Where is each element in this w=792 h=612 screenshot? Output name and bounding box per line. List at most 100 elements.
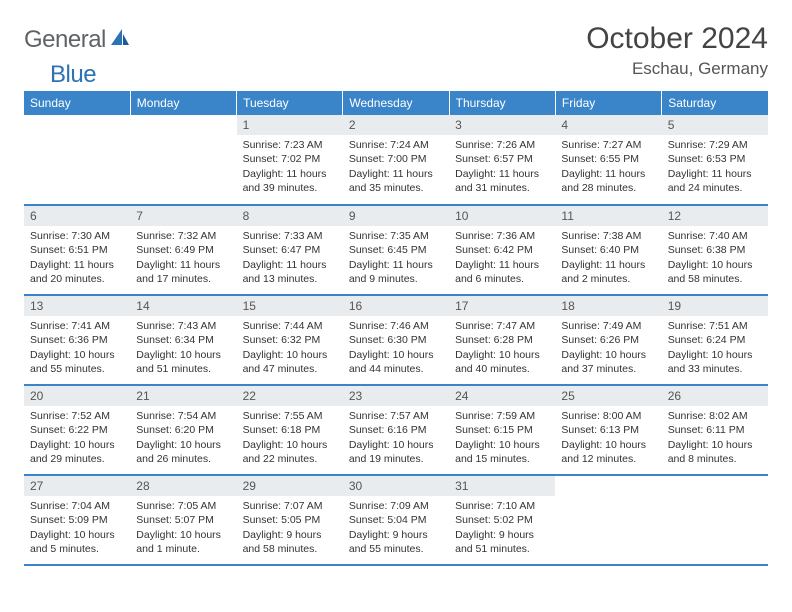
calendar-cell: 22Sunrise: 7:55 AMSunset: 6:18 PMDayligh…	[237, 385, 343, 475]
calendar-cell: 29Sunrise: 7:07 AMSunset: 5:05 PMDayligh…	[237, 475, 343, 565]
sunrise-text: Sunrise: 7:43 AM	[136, 319, 230, 333]
sunrise-text: Sunrise: 7:47 AM	[455, 319, 549, 333]
calendar-cell: 4Sunrise: 7:27 AMSunset: 6:55 PMDaylight…	[555, 115, 661, 205]
daylight-text: Daylight: 11 hours and 24 minutes.	[668, 167, 762, 195]
calendar-table: SundayMondayTuesdayWednesdayThursdayFrid…	[24, 91, 768, 566]
day-number: 23	[343, 386, 449, 406]
title-block: October 2024 Eschau, Germany	[586, 22, 768, 79]
calendar-cell: 24Sunrise: 7:59 AMSunset: 6:15 PMDayligh…	[449, 385, 555, 475]
day-content: Sunrise: 8:02 AMSunset: 6:11 PMDaylight:…	[662, 406, 768, 470]
sunset-text: Sunset: 6:22 PM	[30, 423, 124, 437]
day-number: 3	[449, 115, 555, 135]
daylight-text: Daylight: 10 hours and 58 minutes.	[668, 258, 762, 286]
weekday-header: Tuesday	[237, 91, 343, 115]
daylight-text: Daylight: 11 hours and 35 minutes.	[349, 167, 443, 195]
sunset-text: Sunset: 6:20 PM	[136, 423, 230, 437]
day-content: Sunrise: 7:09 AMSunset: 5:04 PMDaylight:…	[343, 496, 449, 560]
sunset-text: Sunset: 6:34 PM	[136, 333, 230, 347]
day-number: 26	[662, 386, 768, 406]
day-number: 19	[662, 296, 768, 316]
sunrise-text: Sunrise: 7:36 AM	[455, 229, 549, 243]
daylight-text: Daylight: 11 hours and 39 minutes.	[243, 167, 337, 195]
daylight-text: Daylight: 10 hours and 26 minutes.	[136, 438, 230, 466]
calendar-cell: 2Sunrise: 7:24 AMSunset: 7:00 PMDaylight…	[343, 115, 449, 205]
day-content: Sunrise: 7:10 AMSunset: 5:02 PMDaylight:…	[449, 496, 555, 560]
calendar-cell: 12Sunrise: 7:40 AMSunset: 6:38 PMDayligh…	[662, 205, 768, 295]
day-content: Sunrise: 7:35 AMSunset: 6:45 PMDaylight:…	[343, 226, 449, 290]
sunrise-text: Sunrise: 7:09 AM	[349, 499, 443, 513]
day-content: Sunrise: 7:46 AMSunset: 6:30 PMDaylight:…	[343, 316, 449, 380]
sunset-text: Sunset: 5:05 PM	[243, 513, 337, 527]
daylight-text: Daylight: 11 hours and 17 minutes.	[136, 258, 230, 286]
sunrise-text: Sunrise: 7:07 AM	[243, 499, 337, 513]
calendar-cell: 5Sunrise: 7:29 AMSunset: 6:53 PMDaylight…	[662, 115, 768, 205]
day-number: 6	[24, 206, 130, 226]
daylight-text: Daylight: 10 hours and 12 minutes.	[561, 438, 655, 466]
sunset-text: Sunset: 5:02 PM	[455, 513, 549, 527]
day-content: Sunrise: 7:57 AMSunset: 6:16 PMDaylight:…	[343, 406, 449, 470]
calendar-cell: 28Sunrise: 7:05 AMSunset: 5:07 PMDayligh…	[130, 475, 236, 565]
weekday-header: Sunday	[24, 91, 130, 115]
sunset-text: Sunset: 6:49 PM	[136, 243, 230, 257]
sunset-text: Sunset: 6:18 PM	[243, 423, 337, 437]
sunrise-text: Sunrise: 7:29 AM	[668, 138, 762, 152]
daylight-text: Daylight: 10 hours and 55 minutes.	[30, 348, 124, 376]
day-content: Sunrise: 7:59 AMSunset: 6:15 PMDaylight:…	[449, 406, 555, 470]
location-label: Eschau, Germany	[586, 59, 768, 79]
day-content: Sunrise: 7:07 AMSunset: 5:05 PMDaylight:…	[237, 496, 343, 560]
day-number: 22	[237, 386, 343, 406]
daylight-text: Daylight: 10 hours and 15 minutes.	[455, 438, 549, 466]
sunrise-text: Sunrise: 7:44 AM	[243, 319, 337, 333]
brand-name-2: Blue	[50, 61, 96, 89]
sunset-text: Sunset: 6:51 PM	[30, 243, 124, 257]
sail-icon	[109, 27, 131, 52]
sunrise-text: Sunrise: 7:52 AM	[30, 409, 124, 423]
sunrise-text: Sunrise: 7:55 AM	[243, 409, 337, 423]
day-number: 7	[130, 206, 236, 226]
day-content: Sunrise: 7:29 AMSunset: 6:53 PMDaylight:…	[662, 135, 768, 199]
sunrise-text: Sunrise: 7:49 AM	[561, 319, 655, 333]
daylight-text: Daylight: 10 hours and 37 minutes.	[561, 348, 655, 376]
day-number: 16	[343, 296, 449, 316]
sunset-text: Sunset: 6:40 PM	[561, 243, 655, 257]
calendar-body: 1Sunrise: 7:23 AMSunset: 7:02 PMDaylight…	[24, 115, 768, 565]
calendar-cell: 30Sunrise: 7:09 AMSunset: 5:04 PMDayligh…	[343, 475, 449, 565]
day-content: Sunrise: 7:30 AMSunset: 6:51 PMDaylight:…	[24, 226, 130, 290]
sunrise-text: Sunrise: 7:51 AM	[668, 319, 762, 333]
sunset-text: Sunset: 6:28 PM	[455, 333, 549, 347]
day-number: 14	[130, 296, 236, 316]
calendar-cell: 16Sunrise: 7:46 AMSunset: 6:30 PMDayligh…	[343, 295, 449, 385]
sunrise-text: Sunrise: 8:02 AM	[668, 409, 762, 423]
calendar-cell: 13Sunrise: 7:41 AMSunset: 6:36 PMDayligh…	[24, 295, 130, 385]
sunset-text: Sunset: 7:02 PM	[243, 152, 337, 166]
calendar-cell: 6Sunrise: 7:30 AMSunset: 6:51 PMDaylight…	[24, 205, 130, 295]
sunset-text: Sunset: 6:36 PM	[30, 333, 124, 347]
daylight-text: Daylight: 10 hours and 22 minutes.	[243, 438, 337, 466]
day-content: Sunrise: 7:51 AMSunset: 6:24 PMDaylight:…	[662, 316, 768, 380]
sunrise-text: Sunrise: 7:23 AM	[243, 138, 337, 152]
calendar-cell: 8Sunrise: 7:33 AMSunset: 6:47 PMDaylight…	[237, 205, 343, 295]
day-number: 15	[237, 296, 343, 316]
calendar-cell	[662, 475, 768, 565]
daylight-text: Daylight: 11 hours and 2 minutes.	[561, 258, 655, 286]
day-content: Sunrise: 7:24 AMSunset: 7:00 PMDaylight:…	[343, 135, 449, 199]
daylight-text: Daylight: 11 hours and 6 minutes.	[455, 258, 549, 286]
calendar-row: 1Sunrise: 7:23 AMSunset: 7:02 PMDaylight…	[24, 115, 768, 205]
daylight-text: Daylight: 11 hours and 20 minutes.	[30, 258, 124, 286]
daylight-text: Daylight: 10 hours and 19 minutes.	[349, 438, 443, 466]
daylight-text: Daylight: 11 hours and 9 minutes.	[349, 258, 443, 286]
day-content: Sunrise: 7:55 AMSunset: 6:18 PMDaylight:…	[237, 406, 343, 470]
sunrise-text: Sunrise: 7:05 AM	[136, 499, 230, 513]
day-number: 29	[237, 476, 343, 496]
day-number: 30	[343, 476, 449, 496]
sunrise-text: Sunrise: 7:27 AM	[561, 138, 655, 152]
sunset-text: Sunset: 5:04 PM	[349, 513, 443, 527]
day-content: Sunrise: 7:40 AMSunset: 6:38 PMDaylight:…	[662, 226, 768, 290]
daylight-text: Daylight: 11 hours and 31 minutes.	[455, 167, 549, 195]
day-content: Sunrise: 7:23 AMSunset: 7:02 PMDaylight:…	[237, 135, 343, 199]
sunset-text: Sunset: 6:15 PM	[455, 423, 549, 437]
calendar-cell: 26Sunrise: 8:02 AMSunset: 6:11 PMDayligh…	[662, 385, 768, 475]
weekday-header: Monday	[130, 91, 236, 115]
daylight-text: Daylight: 10 hours and 44 minutes.	[349, 348, 443, 376]
day-number: 28	[130, 476, 236, 496]
